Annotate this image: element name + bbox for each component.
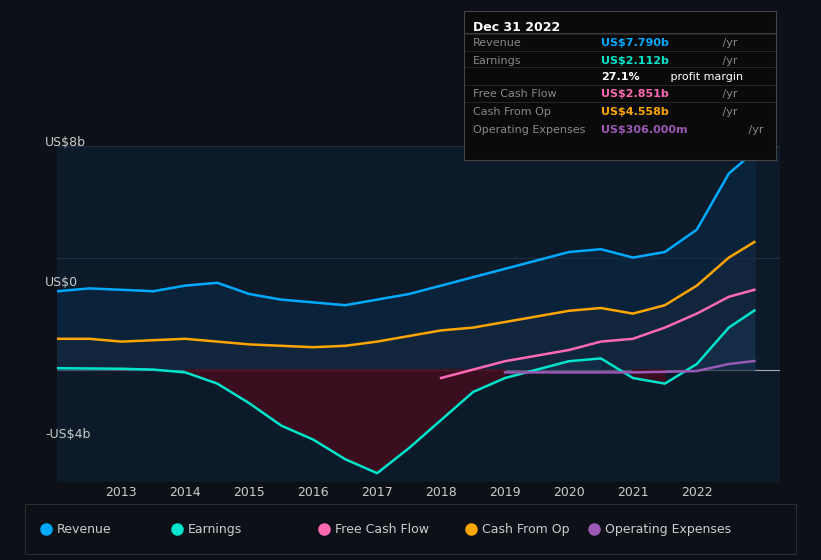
Text: Operating Expenses: Operating Expenses: [605, 522, 732, 536]
Text: Free Cash Flow: Free Cash Flow: [473, 89, 557, 99]
Text: US$306.000m: US$306.000m: [601, 125, 688, 135]
Text: -US$4b: -US$4b: [45, 427, 90, 441]
Text: US$2.112b: US$2.112b: [601, 57, 669, 67]
Text: Earnings: Earnings: [473, 57, 521, 67]
Text: US$2.851b: US$2.851b: [601, 89, 669, 99]
Text: /yr: /yr: [745, 125, 764, 135]
Text: Free Cash Flow: Free Cash Flow: [335, 522, 429, 536]
Text: Revenue: Revenue: [57, 522, 112, 536]
Text: Earnings: Earnings: [188, 522, 242, 536]
Text: Operating Expenses: Operating Expenses: [473, 125, 585, 135]
Text: US$0: US$0: [45, 276, 78, 290]
Text: /yr: /yr: [719, 57, 737, 67]
Text: /yr: /yr: [719, 38, 737, 48]
Text: profit margin: profit margin: [667, 72, 743, 82]
Text: /yr: /yr: [719, 107, 737, 117]
Text: US$8b: US$8b: [45, 136, 86, 150]
Text: Cash From Op: Cash From Op: [473, 107, 551, 117]
Text: /yr: /yr: [719, 89, 737, 99]
Text: Revenue: Revenue: [473, 38, 522, 48]
Text: 27.1%: 27.1%: [601, 72, 640, 82]
Text: US$4.558b: US$4.558b: [601, 107, 669, 117]
Text: Cash From Op: Cash From Op: [481, 522, 569, 536]
Text: US$7.790b: US$7.790b: [601, 38, 669, 48]
Text: Dec 31 2022: Dec 31 2022: [473, 21, 561, 34]
